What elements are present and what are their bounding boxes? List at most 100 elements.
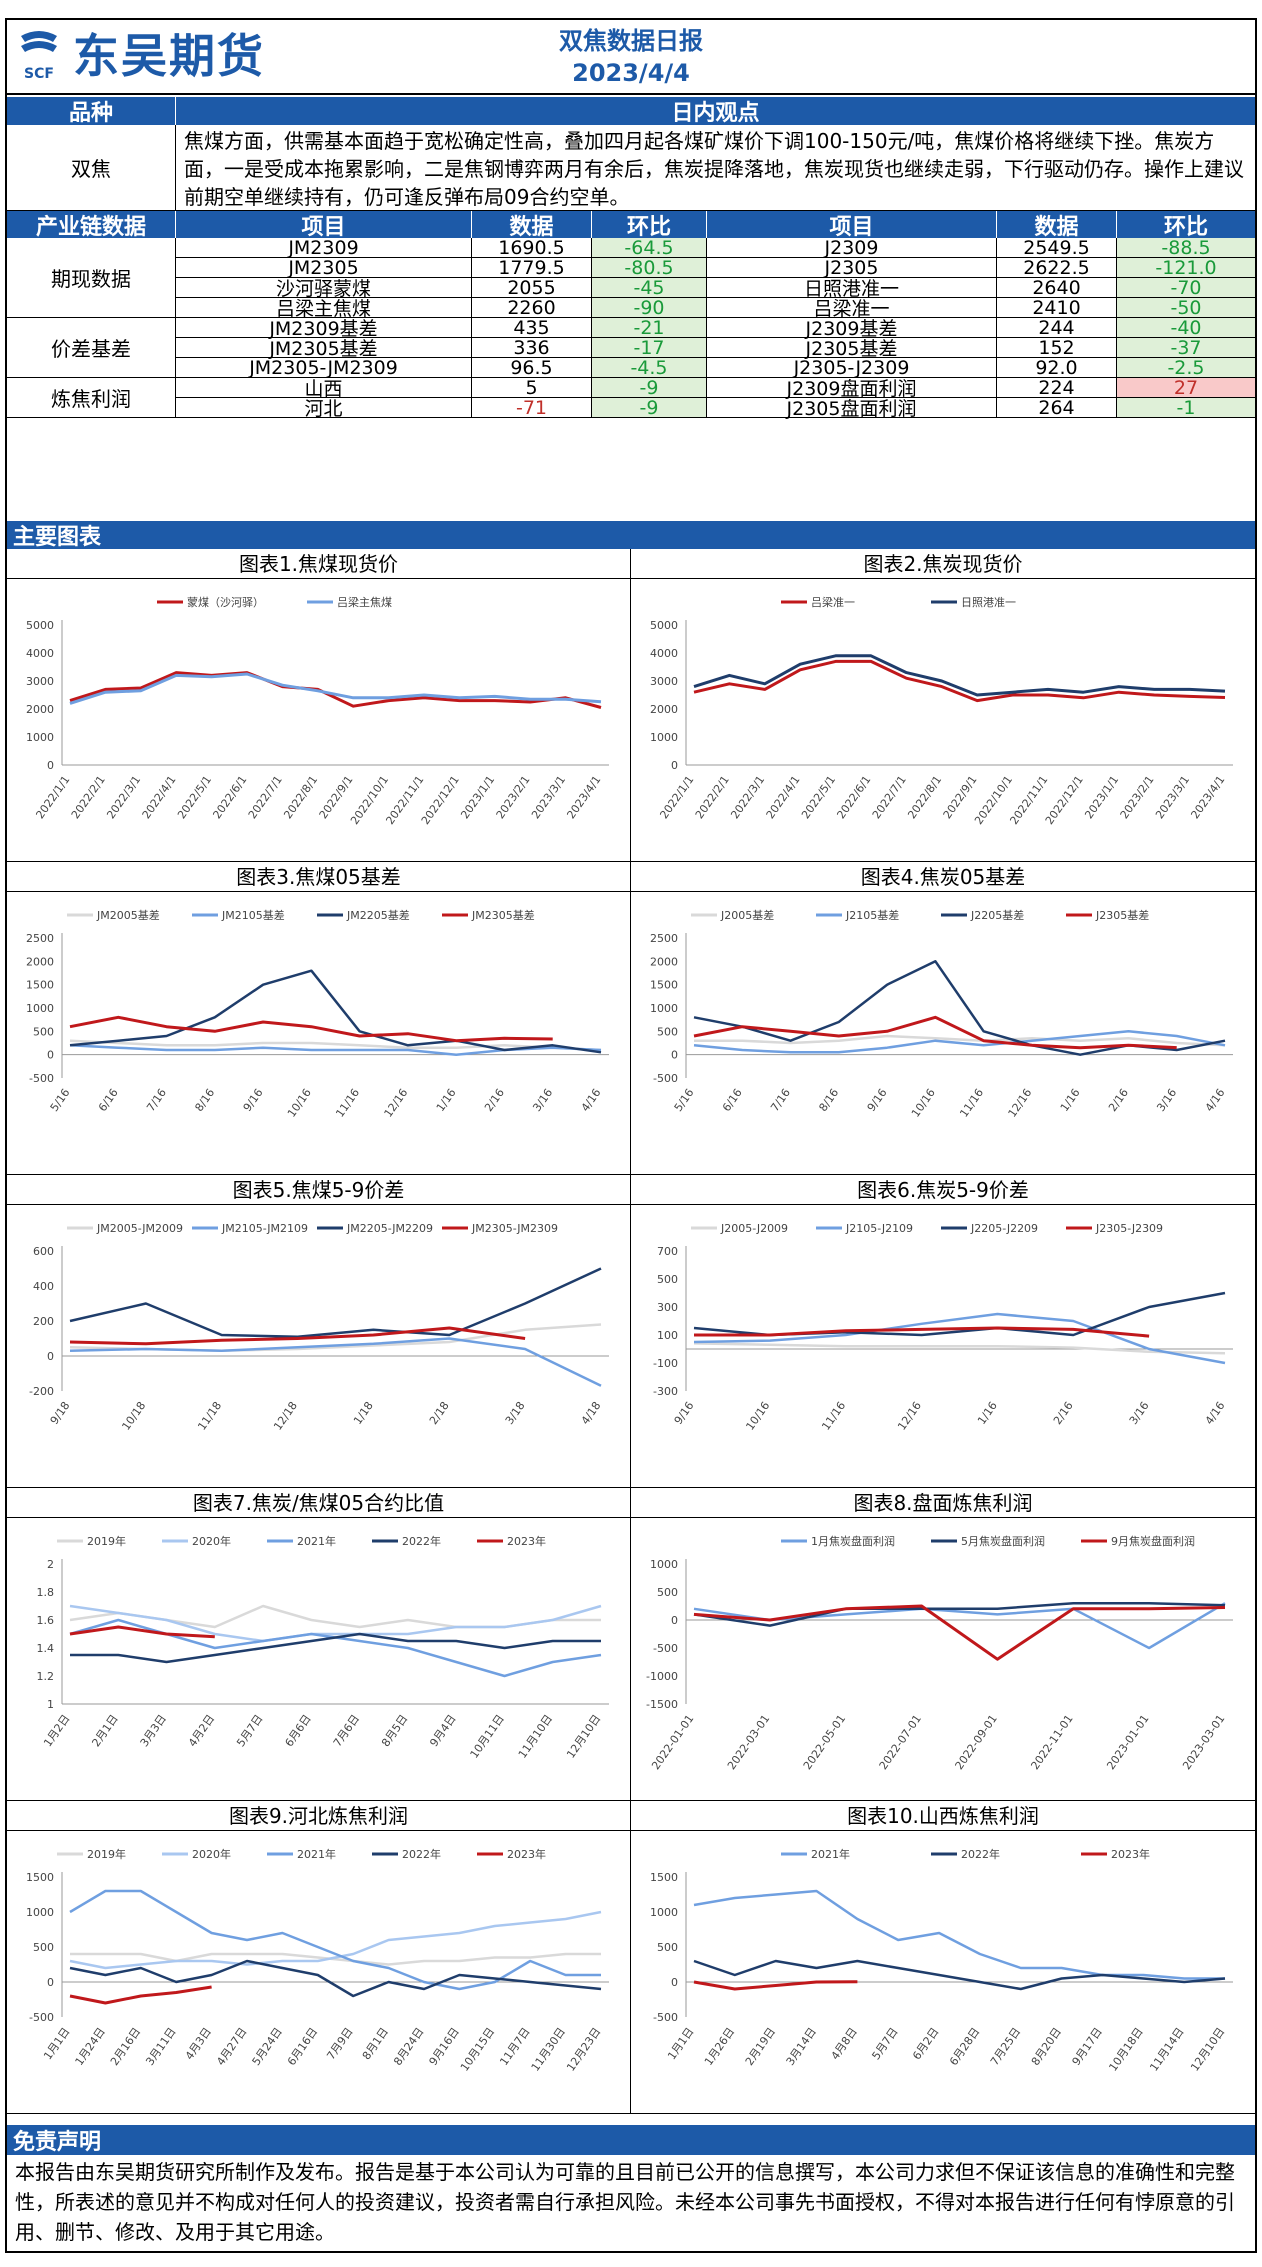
chart-title: 图表1.焦煤现货价: [7, 549, 630, 579]
data-cell-r-val: 224: [997, 377, 1117, 399]
data-cell-r-item: J2309: [707, 237, 997, 259]
x-tick-label: 2022/4/1: [140, 773, 179, 821]
legend-label: 1月焦炭盘面利润: [811, 1534, 895, 1548]
y-tick-label: 0: [671, 1049, 678, 1062]
y-tick-label: -1000: [646, 1670, 678, 1683]
chart-title: 图表2.焦炭现货价: [631, 549, 1255, 579]
y-tick-label: 0: [671, 1614, 678, 1627]
y-tick-label: 3000: [26, 675, 54, 688]
y-tick-label: -500: [29, 2011, 54, 2024]
x-tick-label: 8月1日: [360, 2025, 391, 2062]
x-tick-label: 11/18: [195, 1399, 224, 1432]
legend-label: J2305基差: [1095, 908, 1149, 922]
x-tick-label: 4/16: [1203, 1086, 1228, 1114]
x-tick-label: 3/16: [530, 1086, 555, 1114]
variety-header: 品种: [7, 97, 176, 126]
chart-svg: JM2005-JM2009 JM2105-JM2109 JM2205-JM2209 J…: [29, 1222, 609, 1433]
y-tick-label: 1000: [26, 731, 54, 744]
series-line: [693, 1604, 1226, 1661]
x-tick-label: 9/16: [241, 1086, 266, 1114]
x-tick-label: 9/16: [672, 1399, 697, 1427]
x-tick-label: 1月2日: [41, 1712, 72, 1749]
chart-panel: 图表1.焦煤现货价 蒙煤（沙河驿） 吕梁主焦煤 5000 4000 3000 2000 100…: [7, 549, 631, 862]
data-cell-l-chg: -17: [592, 337, 707, 359]
y-tick-label: 2000: [26, 955, 54, 968]
data-cell-r-chg: -50: [1117, 297, 1255, 319]
y-tick-label: 1000: [26, 1906, 54, 1919]
chart-title: 图表10.山西炼焦利润: [631, 1801, 1255, 1831]
series-line: [694, 1034, 1226, 1047]
y-tick-label: 500: [657, 1025, 678, 1038]
x-tick-label: 7/16: [144, 1086, 169, 1114]
data-header-cell: 数据: [997, 211, 1117, 240]
legend-label: JM2105-JM2109: [221, 1222, 308, 1235]
y-tick-label: 0: [47, 1049, 54, 1062]
legend-label: 吕梁准一: [811, 595, 855, 609]
x-tick-label: 2022-05-01: [801, 1712, 848, 1772]
y-tick-label: 500: [657, 1586, 678, 1599]
series-line: [693, 1959, 1226, 1991]
data-cell-r-chg: -70: [1117, 277, 1255, 299]
x-tick-label: 8月5日: [379, 1712, 410, 1749]
x-tick-label: 6月16日: [285, 2025, 320, 2068]
x-tick-label: 8月24日: [391, 2025, 426, 2068]
chart-svg: JM2005基差 JM2105基差 JM2205基差 JM2305基差 2500 2000…: [26, 908, 609, 1120]
disclaimer-text: 本报告由东吴期货研究所制作及发布。报告是基于本公司认为可靠的且目前已公开的信息撰…: [15, 2160, 1235, 2244]
series-line: [69, 1625, 215, 1639]
x-tick-label: 12/18: [271, 1399, 300, 1432]
legend-label: J2105基差: [845, 908, 899, 922]
y-tick-label: -500: [653, 2011, 678, 2024]
x-tick-label: 7月9日: [324, 2025, 355, 2062]
chart-panel: 图表8.盘面炼焦利润 1月焦炭盘面利润 5月焦炭盘面利润 9月焦炭盘面利润 1000 50…: [631, 1488, 1255, 1801]
series-line: [693, 1980, 858, 1991]
charts-section-title: 主要图表: [7, 521, 1255, 550]
y-tick-label: -500: [653, 1642, 678, 1655]
legend-label: JM2005-JM2009: [96, 1222, 183, 1235]
x-tick-label: 2022-03-01: [725, 1712, 772, 1772]
data-cell-l-chg: -21: [592, 317, 707, 339]
x-tick-label: 2023/2/1: [1118, 773, 1157, 821]
y-tick-label: 500: [657, 1273, 678, 1286]
x-tick-label: 2月1日: [89, 1712, 120, 1749]
y-tick-label: -300: [653, 1385, 678, 1398]
x-tick-label: 2022-07-01: [877, 1712, 924, 1772]
legend-label: JM2305-JM2309: [471, 1222, 558, 1235]
chart-title: 图表4.焦炭05基差: [631, 862, 1255, 892]
y-tick-label: 1000: [26, 1002, 54, 1015]
legend-label: 2023年: [1111, 1847, 1150, 1861]
data-cell-r-val: 92.0: [997, 357, 1117, 379]
x-tick-label: 3月3日: [138, 1712, 169, 1749]
y-tick-label: 300: [657, 1301, 678, 1314]
company-logo: SCF 东吴期货: [15, 28, 295, 88]
chart-panel: 图表4.焦炭05基差 J2005基差 J2105基差 J2205基差 J2305基差 25…: [631, 862, 1255, 1175]
legend-label: 蒙煤（沙河驿）: [187, 596, 264, 609]
x-tick-label: 12/16: [382, 1086, 411, 1119]
series-line: [69, 1326, 526, 1346]
x-tick-label: 2月19日: [743, 2025, 778, 2068]
series-line: [693, 1601, 1226, 1627]
x-tick-label: 10/18: [119, 1399, 148, 1432]
legend-label: JM2205-JM2209: [346, 1222, 433, 1235]
x-tick-label: 2022-09-01: [953, 1712, 1000, 1772]
chart-panel: 图表5.焦煤5-9价差 JM2005-JM2009 JM2105-JM2109 JM2…: [7, 1175, 631, 1488]
x-tick-label: 9/18: [48, 1399, 73, 1427]
y-tick-label: 0: [671, 1976, 678, 1989]
x-tick-label: 2/18: [427, 1399, 452, 1427]
chart-panel: 图表3.焦煤05基差 JM2005基差 JM2105基差 JM2205基差 JM2305…: [7, 862, 631, 1175]
x-tick-label: 8月20日: [1029, 2025, 1064, 2068]
chart-panel: 图表9.河北炼焦利润 2019年 2020年 2021年 2022年 2023年 1500 1…: [7, 1801, 631, 2114]
x-tick-label: 2022/7/1: [870, 773, 909, 821]
data-cell-l-item: JM2305基差: [176, 338, 472, 360]
y-tick-label: 700: [657, 1245, 678, 1258]
y-tick-label: -200: [29, 1385, 54, 1398]
x-tick-label: 4/16: [579, 1086, 604, 1114]
y-tick-label: 0: [47, 1350, 54, 1363]
y-tick-label: 2000: [650, 703, 678, 716]
y-tick-label: 3000: [650, 675, 678, 688]
y-tick-label: 1500: [650, 979, 678, 992]
y-tick-label: 500: [657, 1941, 678, 1954]
data-cell-l-chg: -64.5: [592, 237, 707, 259]
data-cell-l-val: 1779.5: [472, 257, 592, 279]
x-tick-label: 6月6日: [283, 1712, 314, 1749]
